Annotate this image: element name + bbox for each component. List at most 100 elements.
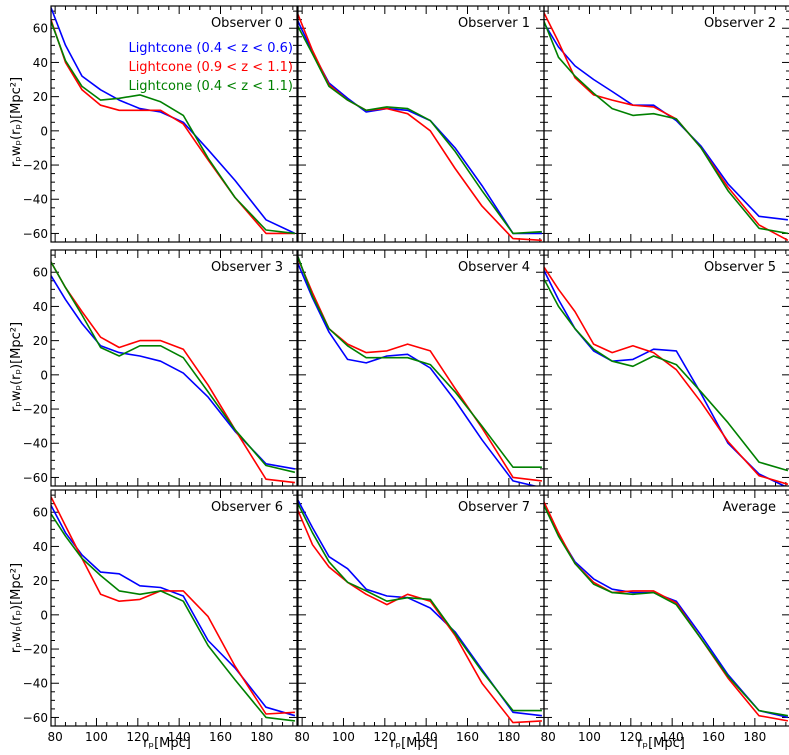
series-line-2 (298, 510, 542, 724)
panel-1: Observer 0 60 40 20 0 −20 −40 −60 Lightcone (0.4… (23, 5, 298, 243)
panel-ticks (544, 490, 789, 726)
panel-frame (50, 249, 298, 487)
panel-6: Observer 5 (543, 249, 789, 487)
panel-series (298, 256, 542, 486)
panel-3: Observer 2 (543, 5, 789, 243)
series-line-2 (544, 266, 789, 486)
x-tick-label: 80 (47, 730, 62, 744)
series-line-3 (298, 503, 542, 712)
panel-series (544, 12, 789, 242)
panel-title: Observer 3 (211, 260, 283, 275)
panel-title: Average (723, 500, 776, 515)
panel-9: Average 80 100 120 140 160 180 (540, 489, 789, 744)
y-tick-label: 60 (33, 266, 48, 280)
panel-frame (543, 5, 789, 243)
y-axis-label-row-1: rₚwₚ(rₚ)[Mpc²] (9, 77, 24, 167)
y-tick-label: −40 (23, 437, 48, 451)
series-line-2 (51, 261, 295, 484)
series-line-3 (298, 26, 542, 235)
panel-ticks (51, 490, 297, 726)
panel-series (51, 7, 296, 235)
panel-frame (297, 489, 545, 727)
y-tick-label: −40 (23, 193, 48, 207)
series-line-2 (544, 501, 789, 722)
panel-title: Observer 4 (458, 260, 530, 275)
series-line-2 (51, 496, 295, 715)
panel-ticks (298, 250, 544, 486)
x-tick-label: 140 (661, 730, 684, 744)
panel-title: Observer 0 (211, 16, 283, 31)
series-line-1 (544, 505, 789, 719)
y-tick-label: −20 (23, 159, 48, 173)
series-line-2 (298, 258, 542, 482)
series-line-3 (51, 261, 296, 474)
x-tick-label: 120 (373, 730, 396, 744)
x-tick-label: 140 (168, 730, 191, 744)
series-line-1 (544, 22, 788, 221)
x-tick-label: 80 (294, 730, 309, 744)
y-tick-label: 0 (40, 368, 48, 382)
legend: Lightcone (0.4 < z < 0.6) Lightcone (0.9 … (128, 41, 293, 94)
y-tick-label: 40 (33, 56, 48, 70)
legend-entry-3: Lightcone (0.4 < z < 1.1) (128, 79, 293, 94)
series-line-3 (51, 21, 295, 235)
x-axis-label-col-2: rₚ[Mpc] (390, 736, 438, 751)
panel-4: Observer 3 60 40 20 0 −20 −40 −60 (23, 249, 298, 487)
y-tick-label: −20 (23, 643, 48, 657)
x-tick-label: 160 (209, 730, 232, 744)
x-tick-label: 180 (250, 730, 273, 744)
series-line-1 (544, 270, 787, 486)
x-tick-label: 160 (702, 730, 725, 744)
y-tick-label: −40 (23, 677, 48, 691)
y-tick-label: 40 (33, 300, 48, 314)
panel-grid: Observer 0 60 40 20 0 −20 −40 −60 Lightcone (0.4… (23, 5, 789, 744)
panel-frame (297, 249, 545, 487)
series-line-1 (51, 505, 296, 717)
x-tick-label: 80 (540, 730, 555, 744)
x-tick-label: 140 (415, 730, 438, 744)
panel-5: Observer 4 (297, 249, 545, 487)
y-axis-label-row-3: rₚwₚ(rₚ)[Mpc²] (9, 563, 24, 653)
panel-series (298, 499, 542, 724)
panel-ticks (51, 6, 297, 242)
panel-series (298, 14, 542, 242)
panel-frame (543, 249, 789, 487)
series-line-1 (298, 499, 542, 717)
panel-frame (543, 489, 789, 727)
series-line-1 (51, 275, 296, 470)
x-axis-label-col-1: rₚ[Mpc] (143, 736, 191, 751)
y-tick-label: −60 (23, 471, 48, 485)
x-tick-label: 100 (85, 730, 108, 744)
panel-series (544, 501, 789, 722)
panel-title: Observer 2 (704, 16, 776, 31)
series-line-2 (298, 14, 542, 242)
y-tick-label: 20 (33, 574, 48, 588)
y-tick-label: −60 (23, 227, 48, 241)
series-line-1 (298, 21, 542, 235)
y-tick-label: 60 (33, 506, 48, 520)
y-tick-label: 0 (40, 608, 48, 622)
panel-ticks (298, 490, 544, 726)
y-tick-label: 60 (33, 22, 48, 36)
legend-entry-1: Lightcone (0.4 < z < 0.6) (128, 41, 293, 56)
panel-title: Observer 1 (458, 16, 530, 31)
series-line-3 (544, 278, 789, 472)
x-tick-label: 100 (578, 730, 601, 744)
series-line-3 (298, 256, 542, 469)
series-line-3 (51, 513, 295, 722)
panel-ticks (298, 6, 544, 242)
x-tick-label: 180 (497, 730, 520, 744)
y-tick-label: −60 (23, 711, 48, 725)
y-tick-label: 20 (33, 334, 48, 348)
y-tick-label: 40 (33, 540, 48, 554)
panel-8: Observer 7 80 100 120 140 160 180 (294, 489, 545, 744)
x-tick-label: 120 (619, 730, 642, 744)
x-tick-label: 160 (456, 730, 479, 744)
panel-series (51, 496, 296, 722)
panel-series (51, 261, 296, 484)
x-axis-label-col-3: rₚ[Mpc] (637, 736, 685, 751)
y-axis-label-row-2: rₚwₚ(rₚ)[Mpc²] (9, 322, 24, 412)
panel-2: Observer 1 (297, 5, 545, 243)
y-tick-label: −20 (23, 403, 48, 417)
